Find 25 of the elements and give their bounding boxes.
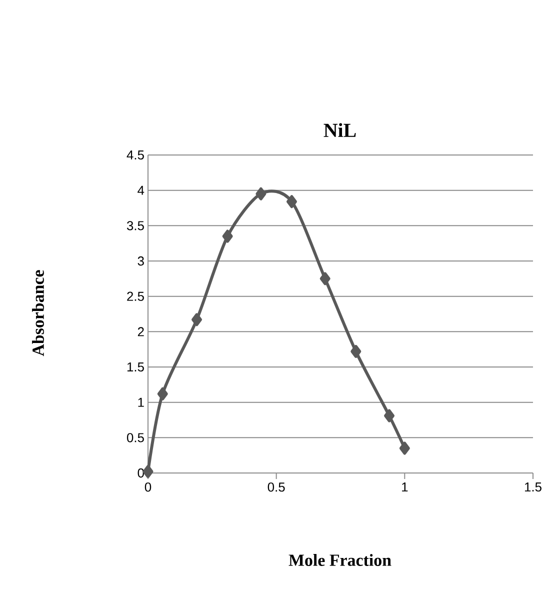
y-axis-title: Absorbance xyxy=(32,270,44,356)
chart-title: NiL xyxy=(324,123,356,137)
point xyxy=(350,344,362,358)
y-tick-label: 0.5 xyxy=(126,433,144,442)
y-tick-label: 1.5 xyxy=(127,362,144,372)
x-axis-title: Mole Fraction xyxy=(288,554,392,566)
x-tick-label: 0 xyxy=(144,482,152,492)
x-tick-label: 0.5 xyxy=(268,482,285,492)
point xyxy=(384,409,395,422)
point xyxy=(222,230,233,243)
y-tick-label: 2.5 xyxy=(127,292,144,301)
point xyxy=(157,387,168,400)
point xyxy=(256,187,266,200)
point xyxy=(320,272,330,286)
y-tick-label: 3 xyxy=(138,256,144,266)
point xyxy=(399,442,410,455)
y-tick-label: 1 xyxy=(138,398,144,407)
y-tick-label: 4.5 xyxy=(126,150,144,160)
y-tick-label: 3.5 xyxy=(126,221,144,230)
y-tick-label: 2 xyxy=(138,327,144,336)
x-tick-label: 1 xyxy=(402,482,408,492)
x-tick-label: 1.5 xyxy=(524,482,542,492)
point xyxy=(286,195,297,208)
point xyxy=(192,313,202,326)
y-tick-label: 4 xyxy=(138,186,144,195)
